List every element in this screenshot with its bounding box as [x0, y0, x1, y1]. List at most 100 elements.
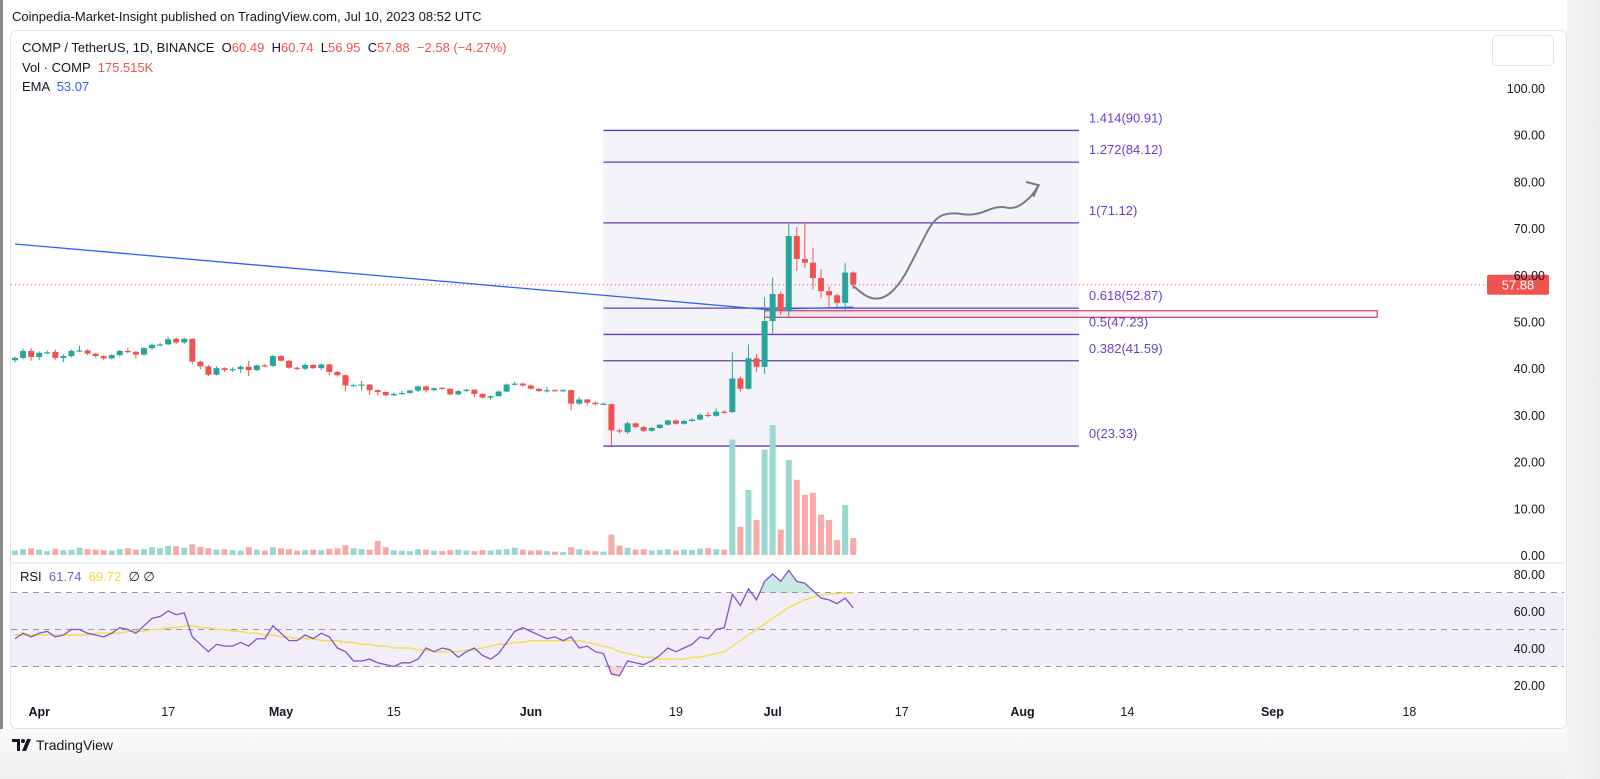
- candle[interactable]: [656, 423, 663, 429]
- candle[interactable]: [447, 388, 454, 396]
- candle[interactable]: [382, 391, 389, 397]
- candle[interactable]: [205, 364, 212, 377]
- candle[interactable]: [624, 421, 631, 434]
- candle[interactable]: [84, 349, 91, 356]
- candle[interactable]: [535, 388, 542, 393]
- candle[interactable]: [721, 410, 728, 414]
- candle[interactable]: [560, 389, 567, 392]
- chart-settings-button[interactable]: [1492, 35, 1554, 66]
- candle[interactable]: [100, 355, 107, 360]
- candle[interactable]: [600, 402, 607, 406]
- candle[interactable]: [221, 367, 228, 372]
- candle[interactable]: [511, 381, 518, 386]
- candle[interactable]: [342, 374, 349, 392]
- candle[interactable]: [608, 403, 615, 447]
- candle[interactable]: [753, 354, 760, 372]
- candle[interactable]: [648, 427, 655, 432]
- candle[interactable]: [785, 223, 792, 318]
- candle[interactable]: [28, 348, 35, 361]
- candle[interactable]: [326, 363, 333, 376]
- candle[interactable]: [132, 350, 139, 359]
- candle[interactable]: [543, 386, 550, 393]
- candle[interactable]: [310, 363, 317, 370]
- candle[interactable]: [237, 365, 244, 373]
- candle[interactable]: [697, 413, 704, 421]
- candle[interactable]: [576, 397, 583, 406]
- candle[interactable]: [632, 422, 639, 428]
- candle[interactable]: [705, 412, 712, 418]
- candle[interactable]: [640, 426, 647, 433]
- candle[interactable]: [777, 291, 784, 315]
- candle[interactable]: [12, 356, 18, 363]
- candle[interactable]: [439, 387, 446, 390]
- candle[interactable]: [552, 389, 559, 392]
- candle[interactable]: [689, 418, 696, 422]
- symbol-name[interactable]: COMP / TetherUS, 1D, BINANCE: [22, 40, 215, 55]
- candle[interactable]: [664, 419, 671, 426]
- candle[interactable]: [713, 408, 720, 417]
- candle[interactable]: [68, 349, 75, 358]
- candle[interactable]: [213, 366, 220, 376]
- candle[interactable]: [415, 385, 421, 393]
- candle[interactable]: [318, 363, 325, 371]
- candle[interactable]: [463, 388, 470, 392]
- candle[interactable]: [269, 354, 276, 367]
- candle[interactable]: [366, 384, 373, 395]
- candle[interactable]: [769, 277, 776, 334]
- candle[interactable]: [277, 355, 284, 362]
- candle[interactable]: [286, 359, 293, 369]
- candle[interactable]: [358, 380, 365, 391]
- candle[interactable]: [181, 337, 188, 344]
- candle[interactable]: [229, 367, 236, 372]
- candle[interactable]: [495, 390, 502, 397]
- candle[interactable]: [350, 383, 357, 387]
- candle[interactable]: [44, 350, 51, 355]
- candle[interactable]: [680, 420, 687, 425]
- candle[interactable]: [834, 293, 841, 308]
- candle[interactable]: [737, 376, 744, 392]
- candle[interactable]: [253, 364, 260, 372]
- candle[interactable]: [140, 347, 147, 356]
- candle[interactable]: [423, 385, 430, 393]
- candle[interactable]: [431, 387, 438, 391]
- support-zone-rect[interactable]: [764, 310, 1378, 318]
- candle[interactable]: [672, 419, 679, 425]
- candle[interactable]: [36, 351, 43, 360]
- candle[interactable]: [745, 344, 752, 390]
- candle[interactable]: [527, 384, 534, 390]
- projection-arrow-path[interactable]: [852, 184, 1040, 300]
- candle[interactable]: [842, 262, 849, 312]
- candle[interactable]: [334, 371, 341, 377]
- candle[interactable]: [479, 393, 486, 399]
- candle[interactable]: [793, 227, 800, 272]
- candle[interactable]: [519, 382, 526, 387]
- candle[interactable]: [189, 338, 196, 364]
- candle[interactable]: [165, 336, 172, 346]
- candle[interactable]: [374, 389, 381, 396]
- candle[interactable]: [568, 389, 575, 411]
- candle[interactable]: [108, 354, 115, 360]
- candle[interactable]: [20, 348, 27, 360]
- candle[interactable]: [584, 399, 591, 406]
- candle[interactable]: [729, 352, 736, 414]
- candle[interactable]: [245, 360, 252, 377]
- candle[interactable]: [471, 389, 478, 398]
- candle[interactable]: [76, 345, 83, 353]
- candle[interactable]: [826, 286, 833, 308]
- candle[interactable]: [455, 390, 462, 396]
- candle[interactable]: [197, 360, 204, 370]
- candle[interactable]: [302, 363, 309, 371]
- candle[interactable]: [261, 363, 268, 368]
- candle[interactable]: [124, 347, 131, 354]
- candle[interactable]: [149, 343, 156, 350]
- candle[interactable]: [592, 401, 599, 406]
- candle[interactable]: [52, 349, 59, 360]
- candle[interactable]: [809, 247, 816, 290]
- candle[interactable]: [487, 395, 494, 400]
- candle[interactable]: [801, 222, 808, 268]
- candle[interactable]: [761, 297, 768, 374]
- candle[interactable]: [406, 389, 413, 394]
- candle[interactable]: [157, 342, 164, 346]
- candle[interactable]: [390, 392, 397, 397]
